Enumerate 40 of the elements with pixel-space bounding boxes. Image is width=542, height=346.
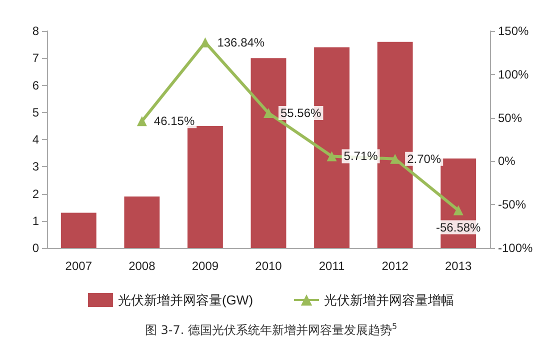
y-tick-label: 1 xyxy=(32,214,40,228)
bar xyxy=(124,196,160,248)
point xyxy=(326,151,337,162)
data-label: 136.84% xyxy=(217,35,265,50)
data-label: 2.70% xyxy=(407,152,442,166)
legend-label: 光伏新增并网容量增幅 xyxy=(324,292,454,308)
y-tick-label: 5 xyxy=(32,105,40,120)
y-tick-label: 7 xyxy=(32,51,40,66)
y-tick-label: 4 xyxy=(32,132,40,146)
x-tick-label: 2009 xyxy=(192,259,219,273)
bar xyxy=(60,212,96,248)
y2-tick-label: 0% xyxy=(498,154,516,168)
data-label: 55.56% xyxy=(280,106,322,120)
x-tick-label: 2008 xyxy=(128,259,156,273)
caption: 图 3-7. 德国光伏系统年新增并网容量发展趋势$^{5}$ xyxy=(144,322,398,339)
y-tick-label: 0 xyxy=(32,241,40,255)
legend-label: 光伏新增并网容量(GW) xyxy=(118,292,254,308)
y2-tick-label: 50% xyxy=(498,110,522,125)
x-tick-label: 2012 xyxy=(382,259,409,273)
x-tick-label: 2007 xyxy=(65,259,92,273)
data-label: -56.58% xyxy=(436,220,482,234)
data-label: 46.15% xyxy=(154,114,195,128)
x-tick-label: 2011 xyxy=(318,259,346,273)
point xyxy=(390,154,400,164)
data-label: 5.71% xyxy=(344,149,378,164)
y-tick-label: 8 xyxy=(32,24,40,38)
x-tick-label: 2010 xyxy=(255,259,282,273)
x-tick-label: 2013 xyxy=(445,259,472,273)
y2-tick-label: 150% xyxy=(498,24,530,38)
point xyxy=(264,108,274,118)
bar xyxy=(187,126,223,248)
y-tick-label: 2 xyxy=(32,186,40,201)
y2-tick-label: -50% xyxy=(498,198,526,212)
y2-tick-label: 100% xyxy=(498,67,530,82)
point xyxy=(200,37,210,48)
y-tick-label: 6 xyxy=(32,78,40,92)
y-tick-label: 3 xyxy=(32,160,40,174)
point xyxy=(136,116,147,126)
point xyxy=(453,205,464,216)
y2-tick-label: -100% xyxy=(498,241,534,255)
